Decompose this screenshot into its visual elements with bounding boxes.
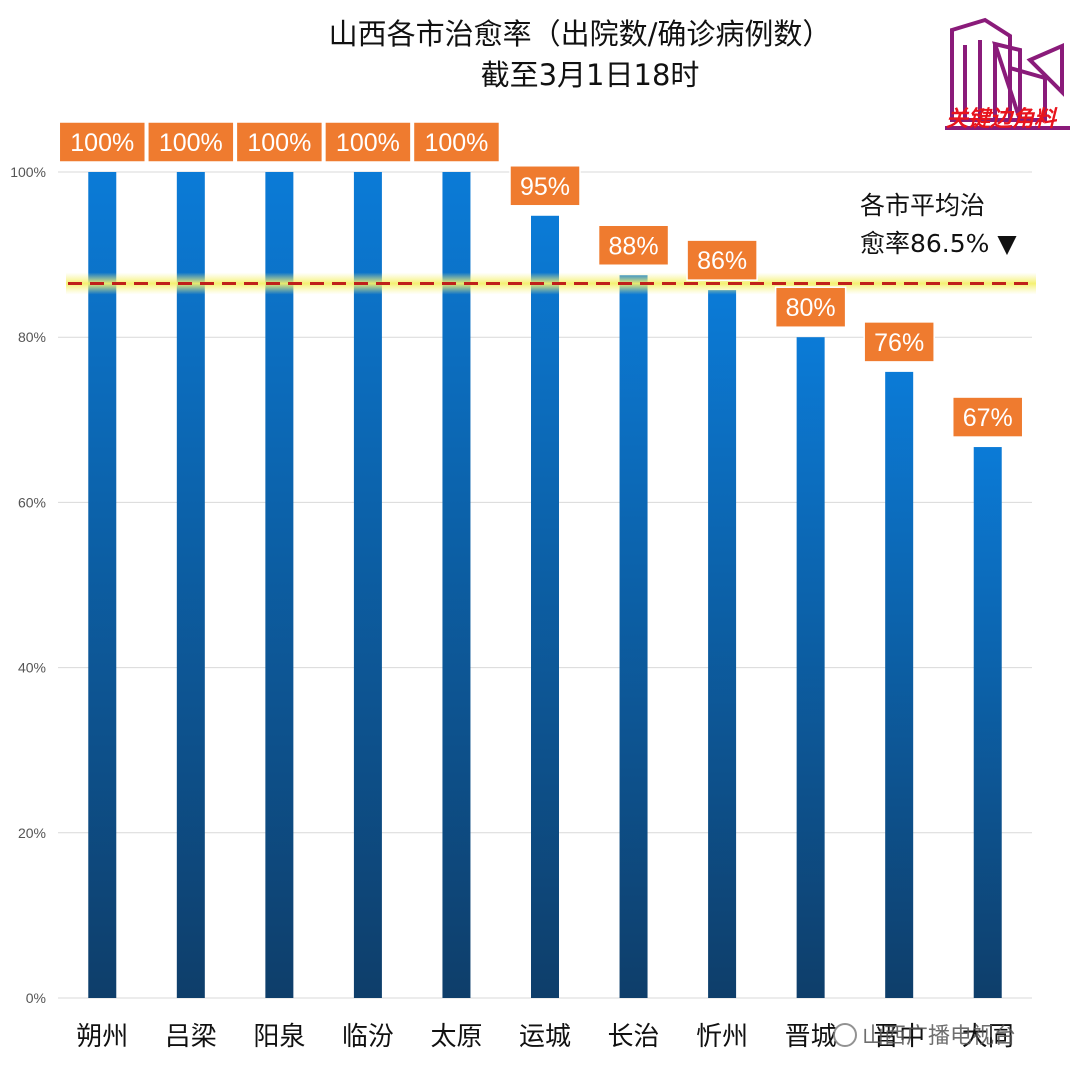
wechat-icon	[833, 1023, 857, 1047]
data-label-box	[774, 286, 847, 328]
watermark-text: 关键边角料	[946, 106, 1058, 132]
category-labels: 朔州 吕梁 阳泉 临汾 太原 运城 长治 忻州 晋城 晋中 大同	[76, 1022, 1013, 1052]
bar	[708, 290, 737, 998]
bars	[88, 172, 1002, 999]
data-label-box	[58, 121, 147, 163]
data-label-box	[686, 239, 758, 281]
data-label: 100%	[58, 121, 147, 163]
data-label-text: 67%	[963, 404, 1013, 432]
y-axis-ticks: 0% 20% 40% 60% 80% 100%	[10, 164, 46, 1006]
bar	[885, 371, 914, 999]
data-label-text: 100%	[70, 129, 134, 157]
average-annotation-line2: 愈率86.5% ▼	[860, 229, 1017, 258]
x-category-label: 太原	[430, 1022, 482, 1052]
data-label-box	[951, 396, 1024, 438]
data-labels: 100% 100% 100% 100% 100% 95% 88% 86% 80% 76% 67%	[58, 121, 1024, 438]
bar	[353, 172, 382, 998]
bar	[265, 172, 294, 998]
data-label: 86%	[686, 239, 758, 281]
x-category-label: 运城	[519, 1022, 571, 1052]
bar	[442, 172, 471, 998]
data-label-text: 100%	[159, 129, 223, 157]
x-category-label: 朔州	[76, 1022, 128, 1052]
data-label-text: 86%	[697, 247, 747, 275]
watermark-building-icon	[945, 17, 1070, 130]
x-category-label: 大同	[962, 1022, 1014, 1052]
y-tick-label: 40%	[18, 660, 46, 676]
bar	[88, 172, 117, 998]
chart-title: 山西各市治愈率（出院数/确诊病例数）	[329, 17, 832, 51]
y-tick-label: 60%	[18, 494, 46, 510]
data-label-box	[324, 121, 412, 163]
data-label: 100%	[235, 121, 324, 163]
watermark-logo: 关键边角料	[945, 17, 1070, 132]
data-label: 100%	[412, 121, 501, 163]
data-label: 100%	[147, 121, 235, 163]
bar	[531, 215, 559, 998]
footer-text: 山西广播电视台	[862, 1024, 1016, 1049]
y-tick-label: 0%	[26, 990, 46, 1006]
data-label-text: 76%	[874, 329, 924, 357]
y-tick-label: 100%	[10, 164, 46, 180]
data-label: 67%	[951, 396, 1024, 438]
average-annotation-line1: 各市平均治	[860, 191, 985, 220]
data-label-text: 88%	[609, 232, 659, 260]
data-label-text: 100%	[336, 129, 400, 157]
data-label-box	[235, 121, 324, 163]
y-tick-label: 80%	[18, 329, 46, 345]
data-label-text: 100%	[247, 129, 311, 157]
x-category-label: 吕梁	[165, 1022, 217, 1052]
x-category-label: 晋城	[785, 1022, 837, 1052]
data-label-box	[597, 224, 670, 266]
data-label-box	[509, 165, 581, 207]
bar	[176, 172, 205, 998]
data-label: 100%	[324, 121, 412, 163]
data-label: 80%	[774, 286, 847, 328]
chart-subtitle: 截至3月1日18时	[481, 58, 700, 92]
data-label-box	[147, 121, 235, 163]
data-label-box	[863, 321, 935, 363]
footer-watermark: 山西广播电视台	[833, 1023, 1016, 1049]
bar	[973, 447, 1002, 999]
data-label-box	[412, 121, 501, 163]
data-label: 95%	[509, 165, 581, 207]
x-category-label: 长治	[608, 1022, 660, 1052]
average-line	[66, 272, 1036, 295]
bar	[619, 275, 648, 998]
data-label-text: 100%	[424, 129, 488, 157]
x-category-label: 临汾	[342, 1022, 394, 1052]
bar	[796, 337, 825, 998]
x-category-label: 忻州	[696, 1022, 748, 1052]
data-label-text: 95%	[520, 173, 570, 201]
x-category-label: 阳泉	[253, 1022, 305, 1052]
y-tick-label: 20%	[18, 825, 46, 841]
data-label-text: 80%	[786, 294, 836, 322]
data-label: 76%	[863, 321, 935, 363]
data-label: 88%	[597, 224, 670, 266]
x-category-label: 晋中	[873, 1022, 925, 1052]
